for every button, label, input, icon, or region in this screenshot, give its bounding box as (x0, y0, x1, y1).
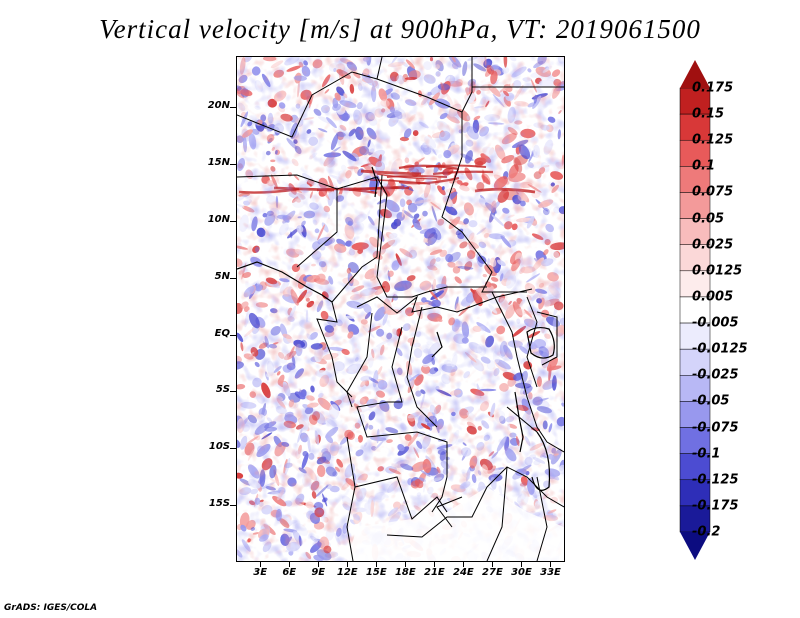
colorbar-label: 0.005 (692, 289, 734, 305)
colorbar-segment (679, 87, 711, 115)
colorbar-segment (679, 375, 711, 402)
lon-tick-mark (492, 562, 494, 567)
colorbar-label: 0.125 (692, 132, 734, 148)
plot-title: Vertical velocity [m/s] at 900hPa, VT: 2… (99, 14, 701, 44)
lon-tick-mark (260, 562, 262, 567)
lon-tick-label: 6E (282, 567, 297, 578)
lon-tick-mark (289, 562, 291, 567)
colorbar-segment (679, 479, 711, 507)
lon-tick-mark (550, 562, 552, 567)
lat-tick-label: EQ (214, 327, 230, 339)
colorbar-min-triangle (680, 532, 710, 560)
lon-tick-mark (405, 562, 407, 567)
lat-tick-mark (230, 164, 236, 166)
lon-tick-mark (434, 562, 436, 567)
coastlines-lakes (237, 166, 555, 491)
lat-tick-label: 20N (207, 100, 230, 112)
colorbar-segment (679, 192, 711, 219)
colorbar (679, 60, 711, 560)
colorbar-label: -0.175 (692, 498, 739, 514)
map-panel (236, 56, 565, 562)
lat-tick-label: 5S (215, 384, 230, 396)
colorbar-label: 0.075 (692, 184, 734, 200)
colorbar-label: -0.05 (692, 393, 730, 409)
colorbar-label: 0.15 (692, 106, 725, 122)
colorbar-segment (679, 244, 711, 272)
lat-tick-mark (230, 334, 236, 336)
lon-tick-label: 9E (311, 567, 326, 578)
lat-tick-mark (230, 448, 236, 450)
lon-tick-label: 27E (482, 567, 503, 578)
lat-tick-label: 10S (208, 441, 230, 453)
colorbar-segment (679, 296, 711, 324)
lat-tick-label: 10N (207, 213, 230, 225)
lon-tick-label: 33E (540, 567, 561, 578)
colorbar-label: 0.175 (692, 80, 734, 96)
credit-text: GrADS: IGES/COLA (4, 603, 98, 613)
lat-tick-mark (230, 107, 236, 109)
lon-tick-mark (376, 562, 378, 567)
lon-tick-mark (318, 562, 320, 567)
velocity-field-map (237, 57, 564, 561)
colorbar-segment (679, 453, 711, 481)
colorbar-segment (679, 218, 711, 245)
colorbar-segment (679, 322, 711, 350)
lon-tick-label: 21E (423, 567, 445, 578)
colorbar-segment (679, 270, 711, 298)
lon-tick-mark (463, 562, 465, 567)
lat-tick-mark (230, 505, 236, 507)
lon-tick-mark (347, 562, 349, 567)
lat-tick-mark (230, 391, 236, 393)
colorbar-label: 0.1 (692, 158, 716, 174)
colorbar-label: -0.2 (692, 524, 721, 540)
lon-tick-label: 30E (511, 567, 532, 578)
colorbar-label: -0.005 (692, 315, 739, 331)
colorbar-segment (679, 348, 711, 376)
colorbar-label: 0.05 (692, 211, 725, 227)
colorbar-segment (679, 113, 711, 141)
colorbar-segment (679, 505, 711, 533)
lon-tick-mark (521, 562, 523, 567)
lon-tick-label: 12E (336, 567, 358, 578)
colorbar-label: -0.025 (692, 367, 739, 383)
country-borders (237, 57, 564, 561)
colorbar-segment (679, 139, 711, 167)
colorbar-max-triangle (680, 60, 710, 88)
lat-tick-label: 15N (207, 157, 230, 169)
texture-overlay (237, 57, 564, 561)
colorbar-label: -0.125 (692, 472, 739, 488)
colorbar-segment (679, 427, 711, 454)
lat-tick-mark (230, 277, 236, 279)
colorbar-label: -0.0125 (692, 341, 748, 357)
lon-tick-label: 18E (394, 567, 416, 578)
colorbar-label: -0.075 (692, 420, 739, 436)
colorbar-label: -0.1 (692, 446, 721, 462)
lat-tick-label: 15S (208, 498, 230, 510)
colorbar-label: 0.0125 (692, 263, 743, 279)
lon-tick-label: 3E (253, 567, 268, 578)
colorbar-label: 0.025 (692, 237, 734, 253)
lon-tick-label: 24E (453, 567, 474, 578)
smooth-region (347, 487, 564, 561)
lon-tick-label: 15E (365, 567, 387, 578)
lat-tick-label: 5N (214, 270, 230, 282)
lat-tick-mark (230, 220, 236, 222)
